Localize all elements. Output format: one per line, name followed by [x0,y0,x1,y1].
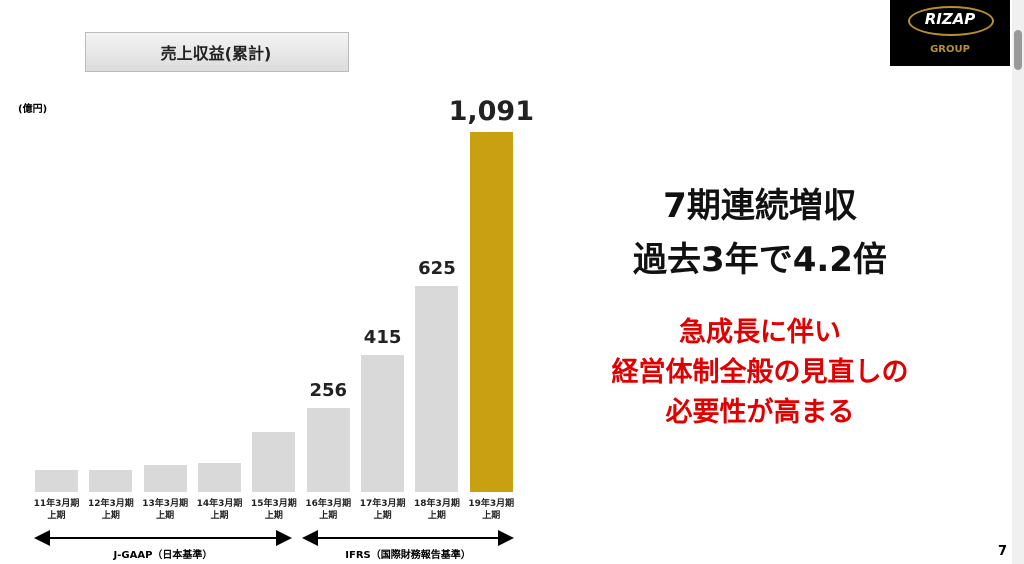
period-label: J-GAAP（日本基準） [113,550,213,561]
title-box [85,32,349,72]
value-label: 256 [309,379,348,401]
page-number: 7 [998,544,1008,559]
logo-ring [908,6,994,36]
value-label: 1,091 [448,96,534,127]
unit-label: (億円) [18,104,48,115]
logo-sub: GROUP [930,44,970,55]
logo-name: RIZAP [924,10,976,28]
x-tick-label: 12年3月期 上期 [87,499,134,521]
x-tick-label: 18年3月期 上期 [414,499,460,521]
bar [252,431,296,492]
value-label: 415 [363,327,402,349]
x-tick-label: 19年3月期 上期 [468,499,515,521]
scrollbar[interactable] [1012,0,1024,564]
scroll-thumb[interactable] [1014,30,1022,70]
bar [198,462,242,492]
message: 必要性が高まる [665,397,855,428]
bar [306,407,350,492]
headline: 7期連続増収 [663,186,857,226]
x-tick-label: 15年3月期 上期 [250,499,297,521]
bar [415,285,459,492]
bar [89,469,133,492]
chart-title: 売上収益(累計) [160,44,272,63]
value-label: 625 [418,257,456,279]
x-tick-label: 16年3月期 上期 [305,499,352,521]
x-tick-label: 13年3月期 上期 [142,499,189,521]
x-tick-label: 17年3月期 上期 [359,499,406,521]
bar [35,469,78,492]
message: 急成長に伴い [679,317,841,348]
period-label: IFRS（国際財務報告基準） [345,550,471,561]
bar [361,355,405,492]
x-tick-label: 11年3月期 上期 [33,499,80,521]
headline: 過去3年で4.2倍 [633,240,887,280]
bar [469,132,513,492]
logo: RIZAP GROUP [890,0,1010,66]
x-tick-label: 14年3月期 上期 [196,499,243,521]
bar [143,464,187,492]
message: 経営体制全般の見直しの [611,357,909,388]
